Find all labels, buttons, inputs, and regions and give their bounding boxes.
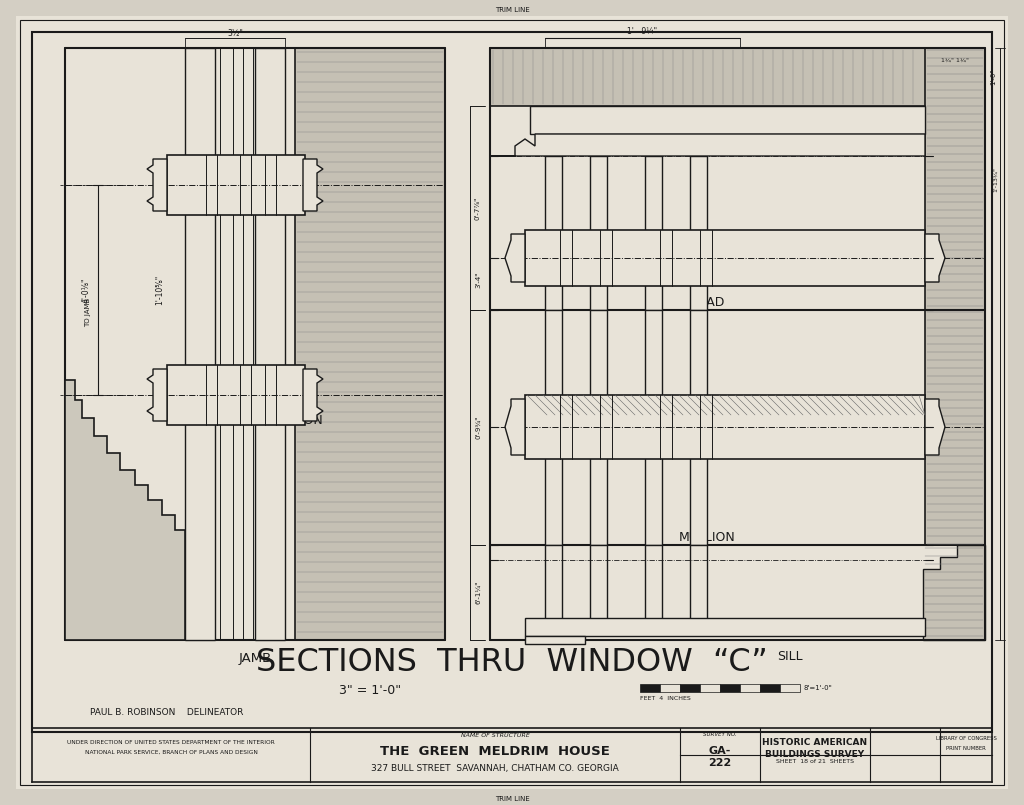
Bar: [525, 636, 585, 644]
Bar: [690, 310, 707, 545]
Text: JAMB: JAMB: [239, 652, 271, 665]
Bar: [660, 684, 680, 692]
Polygon shape: [923, 545, 985, 640]
Text: LIBRARY OF CONGRESS: LIBRARY OF CONGRESS: [936, 736, 996, 741]
Bar: [185, 48, 285, 640]
Text: 222: 222: [709, 758, 731, 768]
Polygon shape: [303, 159, 323, 211]
Bar: [525, 618, 925, 636]
Text: HEAD: HEAD: [690, 295, 725, 308]
Text: SURVEY NO.: SURVEY NO.: [703, 732, 737, 737]
Bar: [545, 310, 562, 545]
Text: TRIM LINE: TRIM LINE: [495, 7, 529, 13]
Text: 3½": 3½": [227, 30, 243, 39]
Bar: [295, 48, 445, 640]
Bar: [640, 684, 660, 692]
Bar: [545, 545, 562, 622]
Bar: [545, 156, 562, 310]
Bar: [700, 684, 720, 692]
Bar: [925, 310, 985, 545]
Bar: [525, 230, 925, 286]
Text: 1'-13¾": 1'-13¾": [993, 167, 998, 192]
Bar: [680, 684, 700, 692]
Text: 1'-0": 1'-0": [990, 68, 996, 85]
Text: 8'=1'-0": 8'=1'-0": [803, 685, 831, 691]
Polygon shape: [505, 234, 525, 282]
Bar: [645, 545, 662, 622]
Bar: [780, 684, 800, 692]
Bar: [590, 545, 607, 622]
Polygon shape: [925, 399, 945, 455]
Bar: [740, 684, 760, 692]
Text: 1¾" 1¼": 1¾" 1¼": [941, 58, 969, 63]
Text: 1'-10⅝": 1'-10⅝": [155, 275, 164, 305]
Bar: [645, 310, 662, 545]
Bar: [925, 48, 985, 310]
Text: NAME OF STRUCTURE: NAME OF STRUCTURE: [461, 733, 529, 738]
Text: FEET  4  INCHES: FEET 4 INCHES: [640, 696, 691, 701]
Text: 0'-7⅞": 0'-7⅞": [475, 196, 481, 220]
Text: SECTIONS  THRU  WINDOW  “C”: SECTIONS THRU WINDOW “C”: [256, 646, 768, 678]
Text: MULLION: MULLION: [266, 414, 324, 427]
Text: TRIM LINE: TRIM LINE: [495, 796, 529, 802]
Text: 0'-9¾": 0'-9¾": [475, 415, 481, 439]
Polygon shape: [925, 234, 945, 282]
Text: TO JAMB: TO JAMB: [85, 297, 91, 327]
Bar: [690, 156, 707, 310]
Text: UNDER DIRECTION OF UNITED STATES DEPARTMENT OF THE INTERIOR: UNDER DIRECTION OF UNITED STATES DEPARTM…: [68, 740, 274, 745]
Polygon shape: [490, 134, 925, 156]
Bar: [590, 310, 607, 545]
Bar: [690, 545, 707, 622]
Polygon shape: [505, 399, 525, 455]
Text: 3" = 1'-0": 3" = 1'-0": [339, 683, 401, 696]
Polygon shape: [65, 380, 185, 640]
Text: NATIONAL PARK SERVICE, BRANCH OF PLANS AND DESIGN: NATIONAL PARK SERVICE, BRANCH OF PLANS A…: [85, 750, 257, 755]
Polygon shape: [147, 369, 167, 421]
Bar: [590, 156, 607, 310]
Text: THE  GREEN  MELDRIM  HOUSE: THE GREEN MELDRIM HOUSE: [380, 745, 610, 758]
Text: 6'-1¼": 6'-1¼": [475, 581, 481, 605]
Text: MULLION: MULLION: [679, 530, 736, 543]
Bar: [167, 365, 305, 425]
Text: GA-: GA-: [709, 746, 731, 756]
Bar: [32, 32, 992, 732]
Bar: [760, 684, 780, 692]
Bar: [720, 684, 740, 692]
Bar: [645, 156, 662, 310]
Text: 327 BULL STREET  SAVANNAH, CHATHAM CO. GEORGIA: 327 BULL STREET SAVANNAH, CHATHAM CO. GE…: [371, 764, 618, 773]
Text: SILL: SILL: [777, 650, 803, 663]
Text: SHEET  18 of 21  SHEETS: SHEET 18 of 21 SHEETS: [776, 759, 854, 764]
Bar: [525, 395, 925, 459]
Text: 3'-4": 3'-4": [475, 272, 481, 288]
Text: BUILDINGS SURVEY: BUILDINGS SURVEY: [765, 750, 864, 759]
Bar: [530, 106, 925, 134]
Text: HISTORIC AMERICAN: HISTORIC AMERICAN: [763, 738, 867, 747]
Bar: [490, 48, 925, 106]
Polygon shape: [147, 159, 167, 211]
Text: 4'-0⅛": 4'-0⅛": [82, 277, 91, 303]
Text: PAUL B. ROBINSON    DELINEATOR: PAUL B. ROBINSON DELINEATOR: [90, 708, 244, 716]
Text: PRINT NUMBER: PRINT NUMBER: [946, 746, 986, 751]
Polygon shape: [303, 369, 323, 421]
Bar: [255, 48, 285, 640]
Text: 1' - 9¼": 1' - 9¼": [628, 27, 657, 36]
Bar: [167, 155, 305, 215]
Bar: [185, 48, 215, 640]
